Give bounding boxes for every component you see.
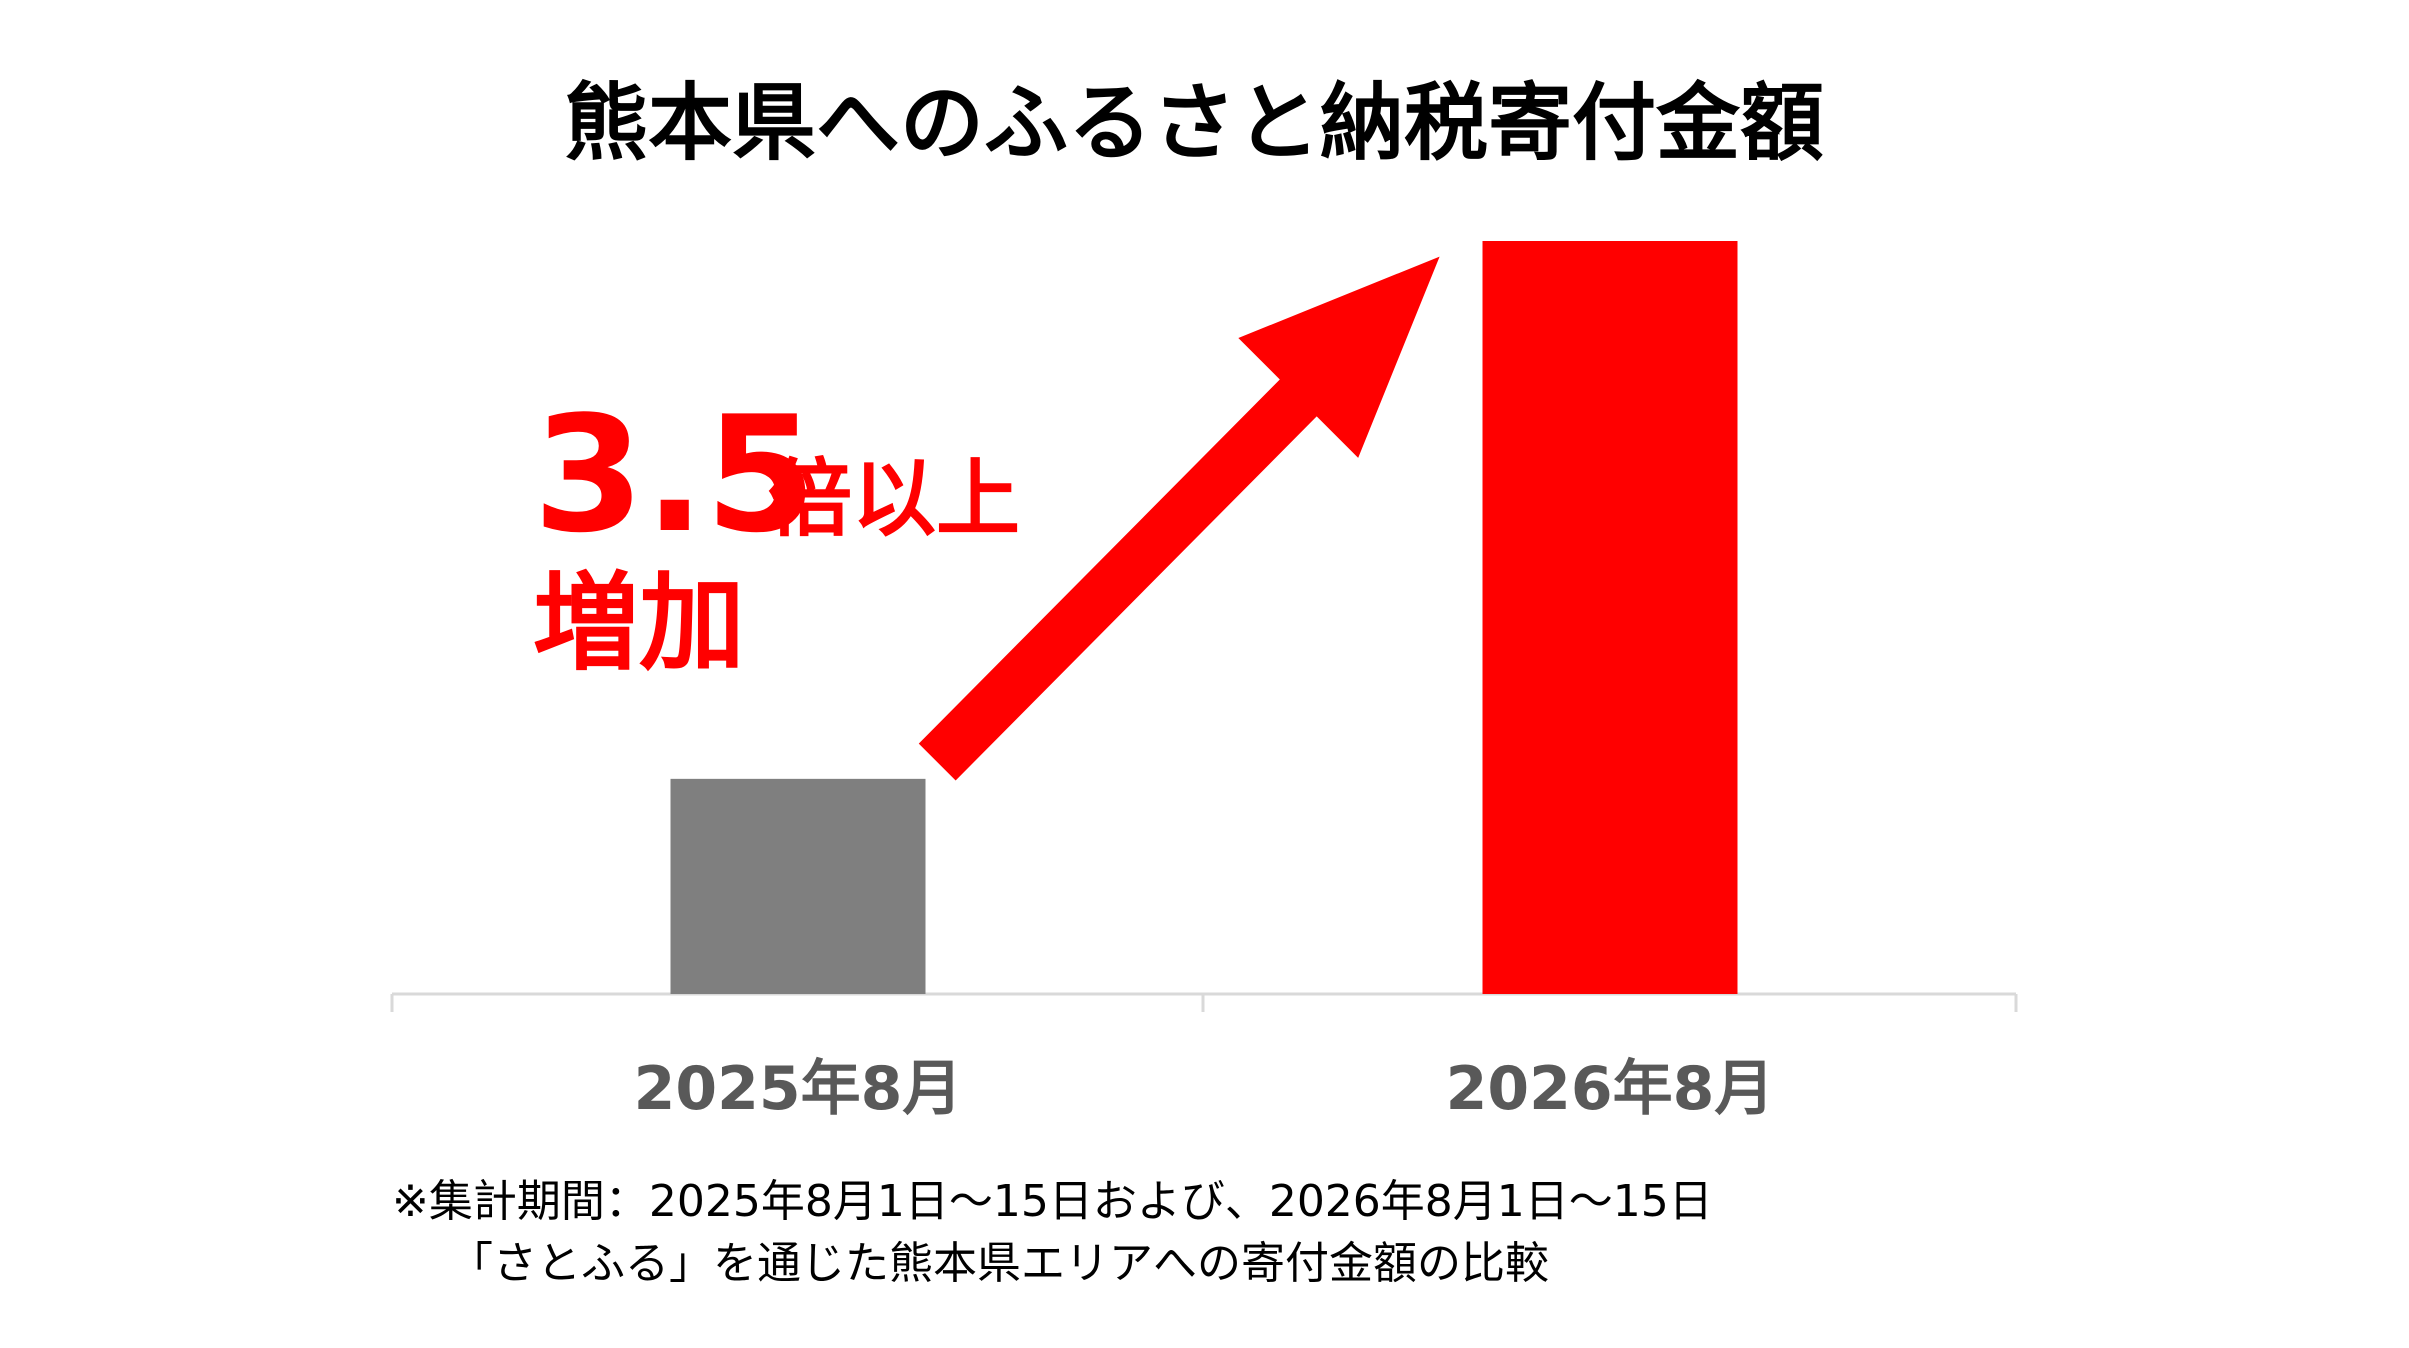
footnote: ※集計期間：2025年8月1日～15日および、2026年8月1日～15日 xyxy=(392,1176,1713,1227)
footnote: 「さとふる」を通じた熊本県エリアへの寄付金額の比較 xyxy=(449,1238,1549,1289)
annotation-increase: 増加 xyxy=(533,562,745,685)
growth-arrow xyxy=(918,256,1440,781)
x-tick-label: 2025年8月 xyxy=(634,1054,963,1124)
annotation-ratio: 3.5 xyxy=(533,381,816,568)
bar xyxy=(1482,241,1738,994)
annotation-suffix: 倍以上 xyxy=(768,450,1020,548)
chart-title: 熊本県へのふるさと納税寄付金額 xyxy=(564,74,1824,172)
x-tick-label: 2026年8月 xyxy=(1446,1054,1775,1124)
bar xyxy=(670,778,926,994)
